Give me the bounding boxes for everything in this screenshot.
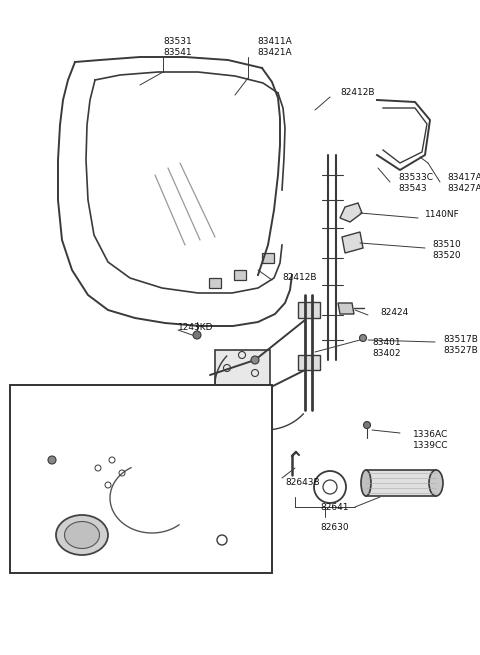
Text: 83417A: 83417A <box>447 173 480 182</box>
Polygon shape <box>164 530 185 545</box>
Polygon shape <box>234 270 246 280</box>
Text: 82643B: 82643B <box>285 478 320 487</box>
Circle shape <box>363 422 371 428</box>
Polygon shape <box>366 470 436 496</box>
Circle shape <box>314 471 346 503</box>
Text: 83404: 83404 <box>143 426 171 435</box>
Text: 82630: 82630 <box>320 523 348 532</box>
Text: 83401: 83401 <box>372 338 401 347</box>
Polygon shape <box>338 303 354 314</box>
Text: 98800: 98800 <box>117 553 146 562</box>
Polygon shape <box>215 350 270 420</box>
Polygon shape <box>164 430 185 443</box>
Polygon shape <box>195 433 210 442</box>
Polygon shape <box>209 278 221 288</box>
Text: 83533C: 83533C <box>398 173 433 182</box>
Polygon shape <box>88 455 133 515</box>
Text: 1336AC: 1336AC <box>200 553 235 562</box>
Text: 83402: 83402 <box>372 349 400 358</box>
Text: 83543: 83543 <box>398 184 427 193</box>
Text: 1140NF: 1140NF <box>425 210 460 219</box>
Circle shape <box>48 456 56 464</box>
Text: 1339CC: 1339CC <box>413 441 448 450</box>
Text: 83531: 83531 <box>163 37 192 46</box>
Text: 83411A: 83411A <box>257 37 292 46</box>
Polygon shape <box>342 232 363 253</box>
Circle shape <box>193 331 201 339</box>
FancyBboxPatch shape <box>10 385 272 573</box>
Ellipse shape <box>56 515 108 555</box>
Text: 82424B: 82424B <box>43 455 77 464</box>
Text: 83520: 83520 <box>432 251 461 260</box>
Text: 1336AC: 1336AC <box>413 430 448 439</box>
Text: 98900: 98900 <box>117 564 146 573</box>
Text: 83427A: 83427A <box>447 184 480 193</box>
Text: 83403: 83403 <box>143 415 172 424</box>
Ellipse shape <box>429 470 443 496</box>
Polygon shape <box>262 253 274 263</box>
Text: 82424: 82424 <box>380 308 408 317</box>
Polygon shape <box>340 203 362 222</box>
Polygon shape <box>164 483 185 497</box>
Circle shape <box>360 335 367 341</box>
Text: 1243KD: 1243KD <box>178 323 214 332</box>
Text: POWER WINDOW: POWER WINDOW <box>33 395 132 405</box>
Circle shape <box>251 356 259 364</box>
Ellipse shape <box>64 521 99 548</box>
Text: 83527B: 83527B <box>443 346 478 355</box>
Text: 83421A: 83421A <box>257 48 292 57</box>
Polygon shape <box>298 302 320 318</box>
Text: 1339CC: 1339CC <box>200 564 236 573</box>
Text: 82412B: 82412B <box>340 88 374 97</box>
Text: 83517B: 83517B <box>443 335 478 344</box>
Ellipse shape <box>361 470 371 496</box>
Text: 83541: 83541 <box>163 48 192 57</box>
Text: 82641: 82641 <box>320 503 348 512</box>
Circle shape <box>124 466 132 474</box>
Text: 82412B: 82412B <box>282 273 316 282</box>
Text: 83510: 83510 <box>432 240 461 249</box>
Text: 82424: 82424 <box>218 415 246 424</box>
Polygon shape <box>298 355 320 370</box>
